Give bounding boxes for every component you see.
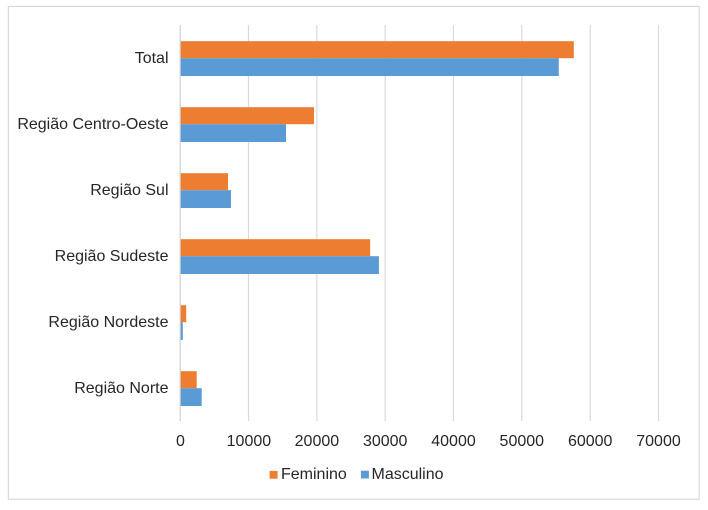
svg-text:Região Centro-Oeste: Região Centro-Oeste [17,116,168,133]
svg-text:70000: 70000 [636,433,681,450]
svg-text:40000: 40000 [431,433,476,450]
svg-text:Total: Total [135,50,169,67]
svg-text:10000: 10000 [227,433,272,450]
svg-text:Região Nordeste: Região Nordeste [48,314,168,331]
svg-text:Região Sudeste: Região Sudeste [55,248,169,265]
svg-text:60000: 60000 [568,433,613,450]
svg-text:Região Norte: Região Norte [74,380,168,397]
svg-text:0: 0 [176,433,185,450]
svg-text:Masculino: Masculino [372,466,444,483]
svg-text:50000: 50000 [500,433,545,450]
svg-text:30000: 30000 [363,433,408,450]
svg-text:Feminino: Feminino [281,466,347,483]
svg-text:20000: 20000 [295,433,340,450]
svg-text:Região Sul: Região Sul [90,182,168,199]
